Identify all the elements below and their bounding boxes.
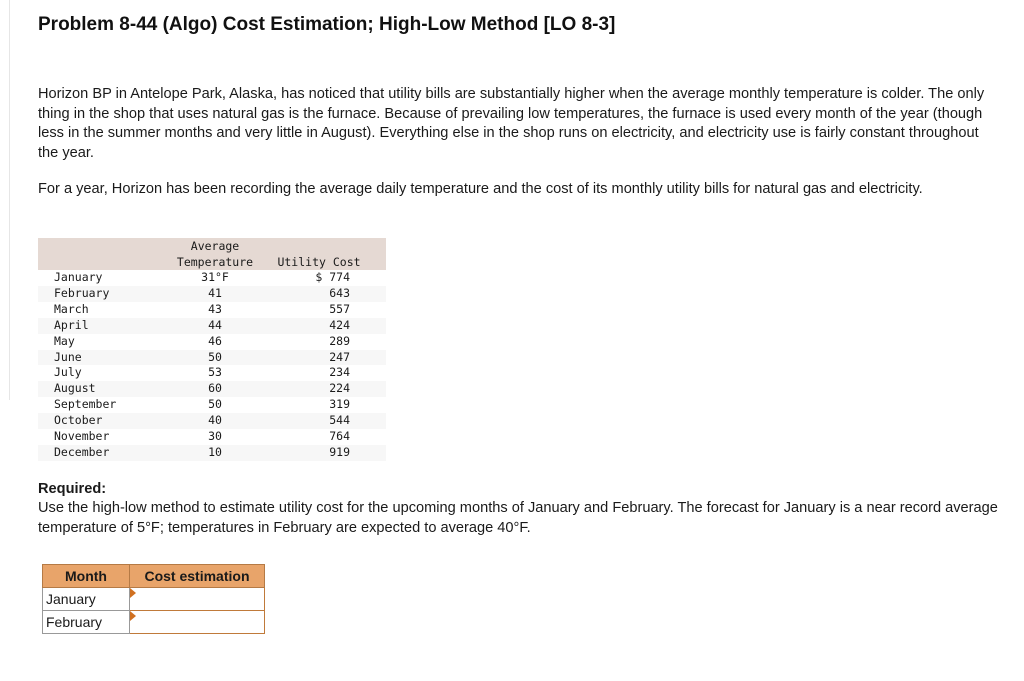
table-row: January 31°F $ 774 (38, 270, 386, 286)
cost-cell: 544 (329, 413, 350, 428)
temperature-cell: 50 (208, 349, 222, 364)
temperature-cell: 41 (208, 285, 222, 300)
month-cell: August (54, 381, 96, 396)
month-cell: January (54, 270, 103, 284)
cost-cell: 319 (329, 397, 350, 412)
table-row: June 50 247 (38, 349, 386, 366)
temperature-cell: 46 (208, 333, 222, 348)
month-cell: March (54, 301, 89, 316)
page-title: Problem 8-44 (Algo) Cost Estimation; Hig… (38, 14, 616, 35)
month-cell: May (54, 333, 75, 348)
cost-cell: 224 (329, 381, 350, 396)
month-cell: November (54, 429, 110, 444)
answer-header-month: Month (42, 564, 130, 588)
january-cost-input[interactable] (130, 589, 264, 609)
answer-month: January (42, 587, 130, 611)
answer-row-january: January (42, 587, 265, 611)
header-temperature: Average Temperature (176, 239, 254, 269)
intro-paragraph: Horizon BP in Antelope Park, Alaska, has… (38, 86, 985, 161)
month-cell: February (54, 285, 110, 300)
table-row: October 40 544 (38, 413, 386, 430)
month-cell: June (54, 349, 82, 364)
temperature-cost-table: Average Temperature Utility Cost January 3… (38, 238, 386, 461)
table-row: July 53 234 (38, 365, 386, 381)
cost-cell: 557 (329, 301, 350, 316)
table-row: February 41 643 (38, 285, 386, 302)
table-row: December 10 919 (38, 444, 386, 461)
left-panel-border (0, 0, 10, 400)
data-description-paragraph: For a year, Horizon has been recording t… (38, 181, 923, 197)
cost-cell: 919 (329, 444, 350, 459)
answer-table: Month Cost estimation January February (42, 564, 265, 634)
cost-cell: 643 (329, 285, 350, 300)
temperature-cell: 10 (208, 444, 222, 459)
temperature-cell: 31°F (201, 270, 229, 284)
header-utility-cost: Utility Cost (277, 255, 361, 269)
cost-cell: 234 (329, 365, 350, 380)
month-cell: July (54, 365, 82, 380)
temperature-cell: 30 (208, 429, 222, 444)
cost-cell: 764 (329, 429, 350, 444)
cost-cell: 424 (329, 317, 350, 332)
temperature-cell: 44 (208, 317, 222, 332)
answer-row-february: February (42, 610, 265, 634)
temperature-cell: 50 (208, 397, 222, 412)
temperature-cell: 40 (208, 413, 222, 428)
cost-cell: $ 774 (315, 270, 350, 284)
month-cell: September (54, 397, 117, 412)
table-row: September 50 319 (38, 397, 386, 413)
table-row: April 44 424 (38, 317, 386, 334)
answer-header-cost: Cost estimation (129, 564, 265, 588)
input-flag-icon (130, 611, 136, 621)
required-label: Required: (38, 481, 107, 497)
table-row: May 46 289 (38, 334, 386, 350)
table-row: March 43 557 (38, 302, 386, 318)
table-row: August 60 224 (38, 381, 386, 398)
month-cell: October (54, 413, 103, 428)
answer-month: February (42, 610, 130, 634)
temperature-cell: 43 (208, 301, 222, 316)
input-flag-icon (130, 588, 136, 598)
month-cell: April (54, 317, 89, 332)
february-cost-input[interactable] (130, 612, 264, 632)
cost-cell: 289 (329, 333, 350, 348)
header-month (38, 238, 172, 270)
temperature-cell: 60 (208, 381, 222, 396)
table-header-row: Average Temperature Utility Cost (38, 238, 386, 270)
month-cell: December (54, 444, 110, 459)
required-text: Use the high-low method to estimate util… (38, 500, 998, 536)
cost-cell: 247 (329, 349, 350, 364)
temperature-cell: 53 (208, 365, 222, 380)
table-row: November 30 764 (38, 429, 386, 445)
